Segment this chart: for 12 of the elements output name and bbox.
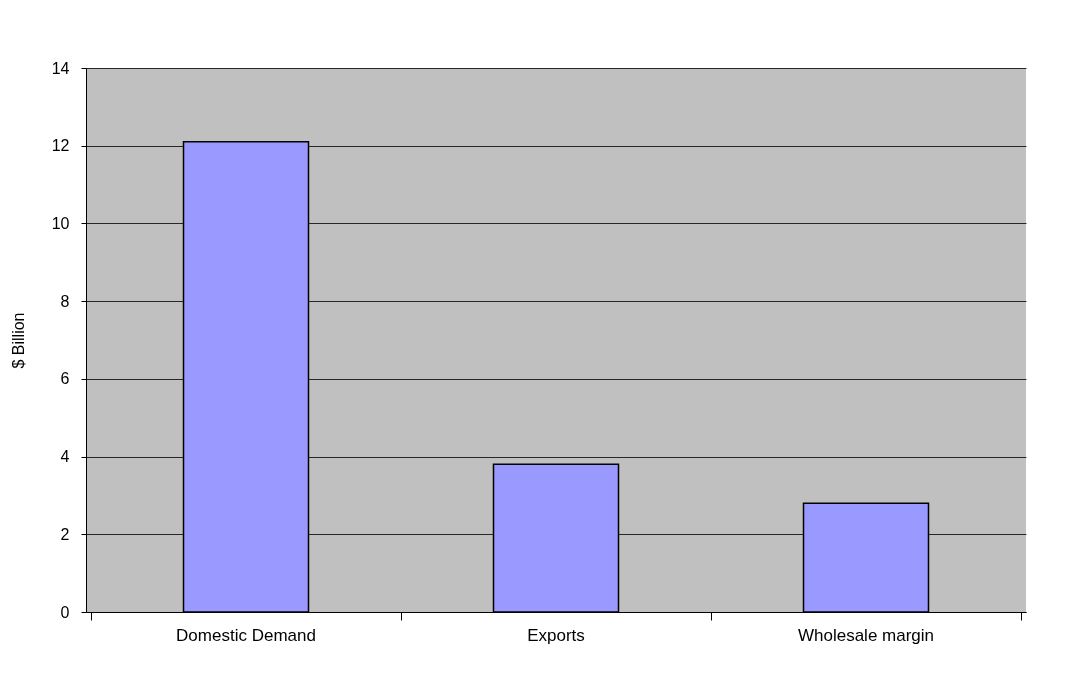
x-tick-label: Wholesale margin	[797, 626, 935, 645]
y-tick-label: 14	[51, 59, 70, 77]
y-tick-label: 12	[51, 137, 70, 155]
y-tick-label: 6	[60, 370, 70, 388]
y-tick-label: 8	[60, 292, 70, 310]
y-tick-label: 0	[60, 603, 70, 621]
y-tick-label: 10	[51, 214, 70, 232]
x-tick-label: Exports	[527, 626, 585, 645]
x-tick-label: Domestic Demand	[176, 626, 316, 645]
y-axis-title: $ Billion	[9, 312, 27, 369]
y-tick-label: 4	[60, 448, 70, 466]
y-tick-label: 2	[60, 525, 70, 543]
